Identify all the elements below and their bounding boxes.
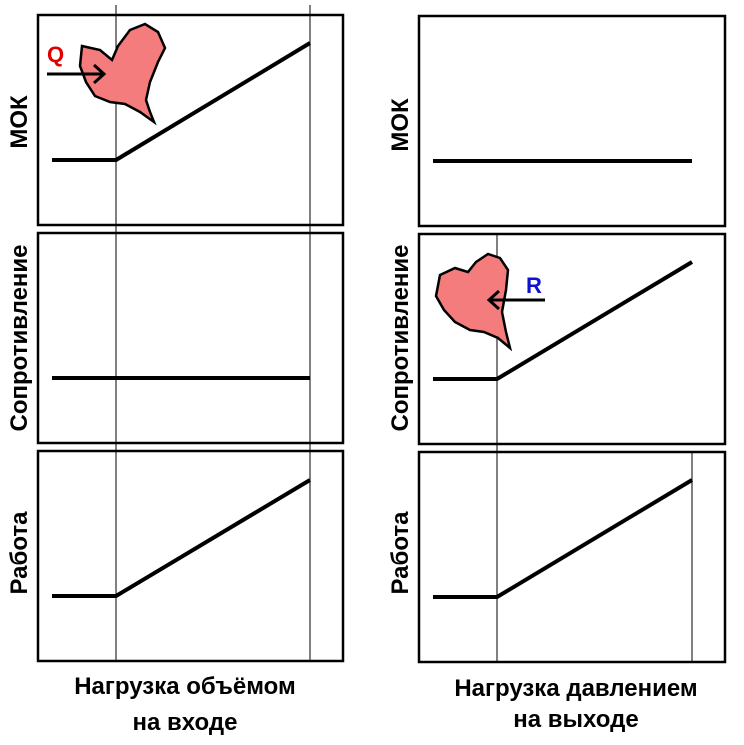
- right-work-curve: [433, 478, 694, 599]
- right-arrow-head: [486, 289, 501, 311]
- left-work-curve: [52, 478, 312, 598]
- right-work-panel: [417, 450, 727, 664]
- r-label: R: [526, 273, 542, 298]
- right-xlabel-line1: Нагрузка давлением: [454, 675, 697, 702]
- right-mok-panel: [417, 14, 727, 228]
- left-xlabel-line1: Нагрузка объёмом: [74, 673, 296, 700]
- left-resistance-panel: [36, 231, 345, 445]
- left-mok-curve: [52, 41, 312, 162]
- right-resistance-curve: [433, 260, 694, 381]
- heart-icon: [78, 22, 167, 126]
- left-resistance-label: Сопротивление: [6, 244, 33, 431]
- right-resistance-label: Сопротивление: [387, 244, 414, 431]
- left-work-panel: [36, 449, 345, 663]
- right-column: МОК Сопротивление Работа R Нагрузка давл…: [387, 14, 727, 733]
- right-xlabel-line2: на выходе: [513, 706, 638, 733]
- left-work-label: Работа: [6, 511, 33, 595]
- left-xlabel-line2: на входе: [133, 709, 238, 736]
- heart-icon: [434, 252, 513, 352]
- left-mok-label: МОК: [6, 95, 33, 149]
- right-mok-label: МОК: [387, 98, 414, 152]
- left-arrow-head: [92, 63, 107, 85]
- q-label: Q: [47, 42, 64, 67]
- right-resistance-panel: [417, 232, 727, 446]
- left-mok-panel: [36, 13, 345, 227]
- right-work-label: Работа: [387, 511, 414, 595]
- left-column: МОК Сопротивление Работа Q Нагрузка объё…: [6, 5, 345, 736]
